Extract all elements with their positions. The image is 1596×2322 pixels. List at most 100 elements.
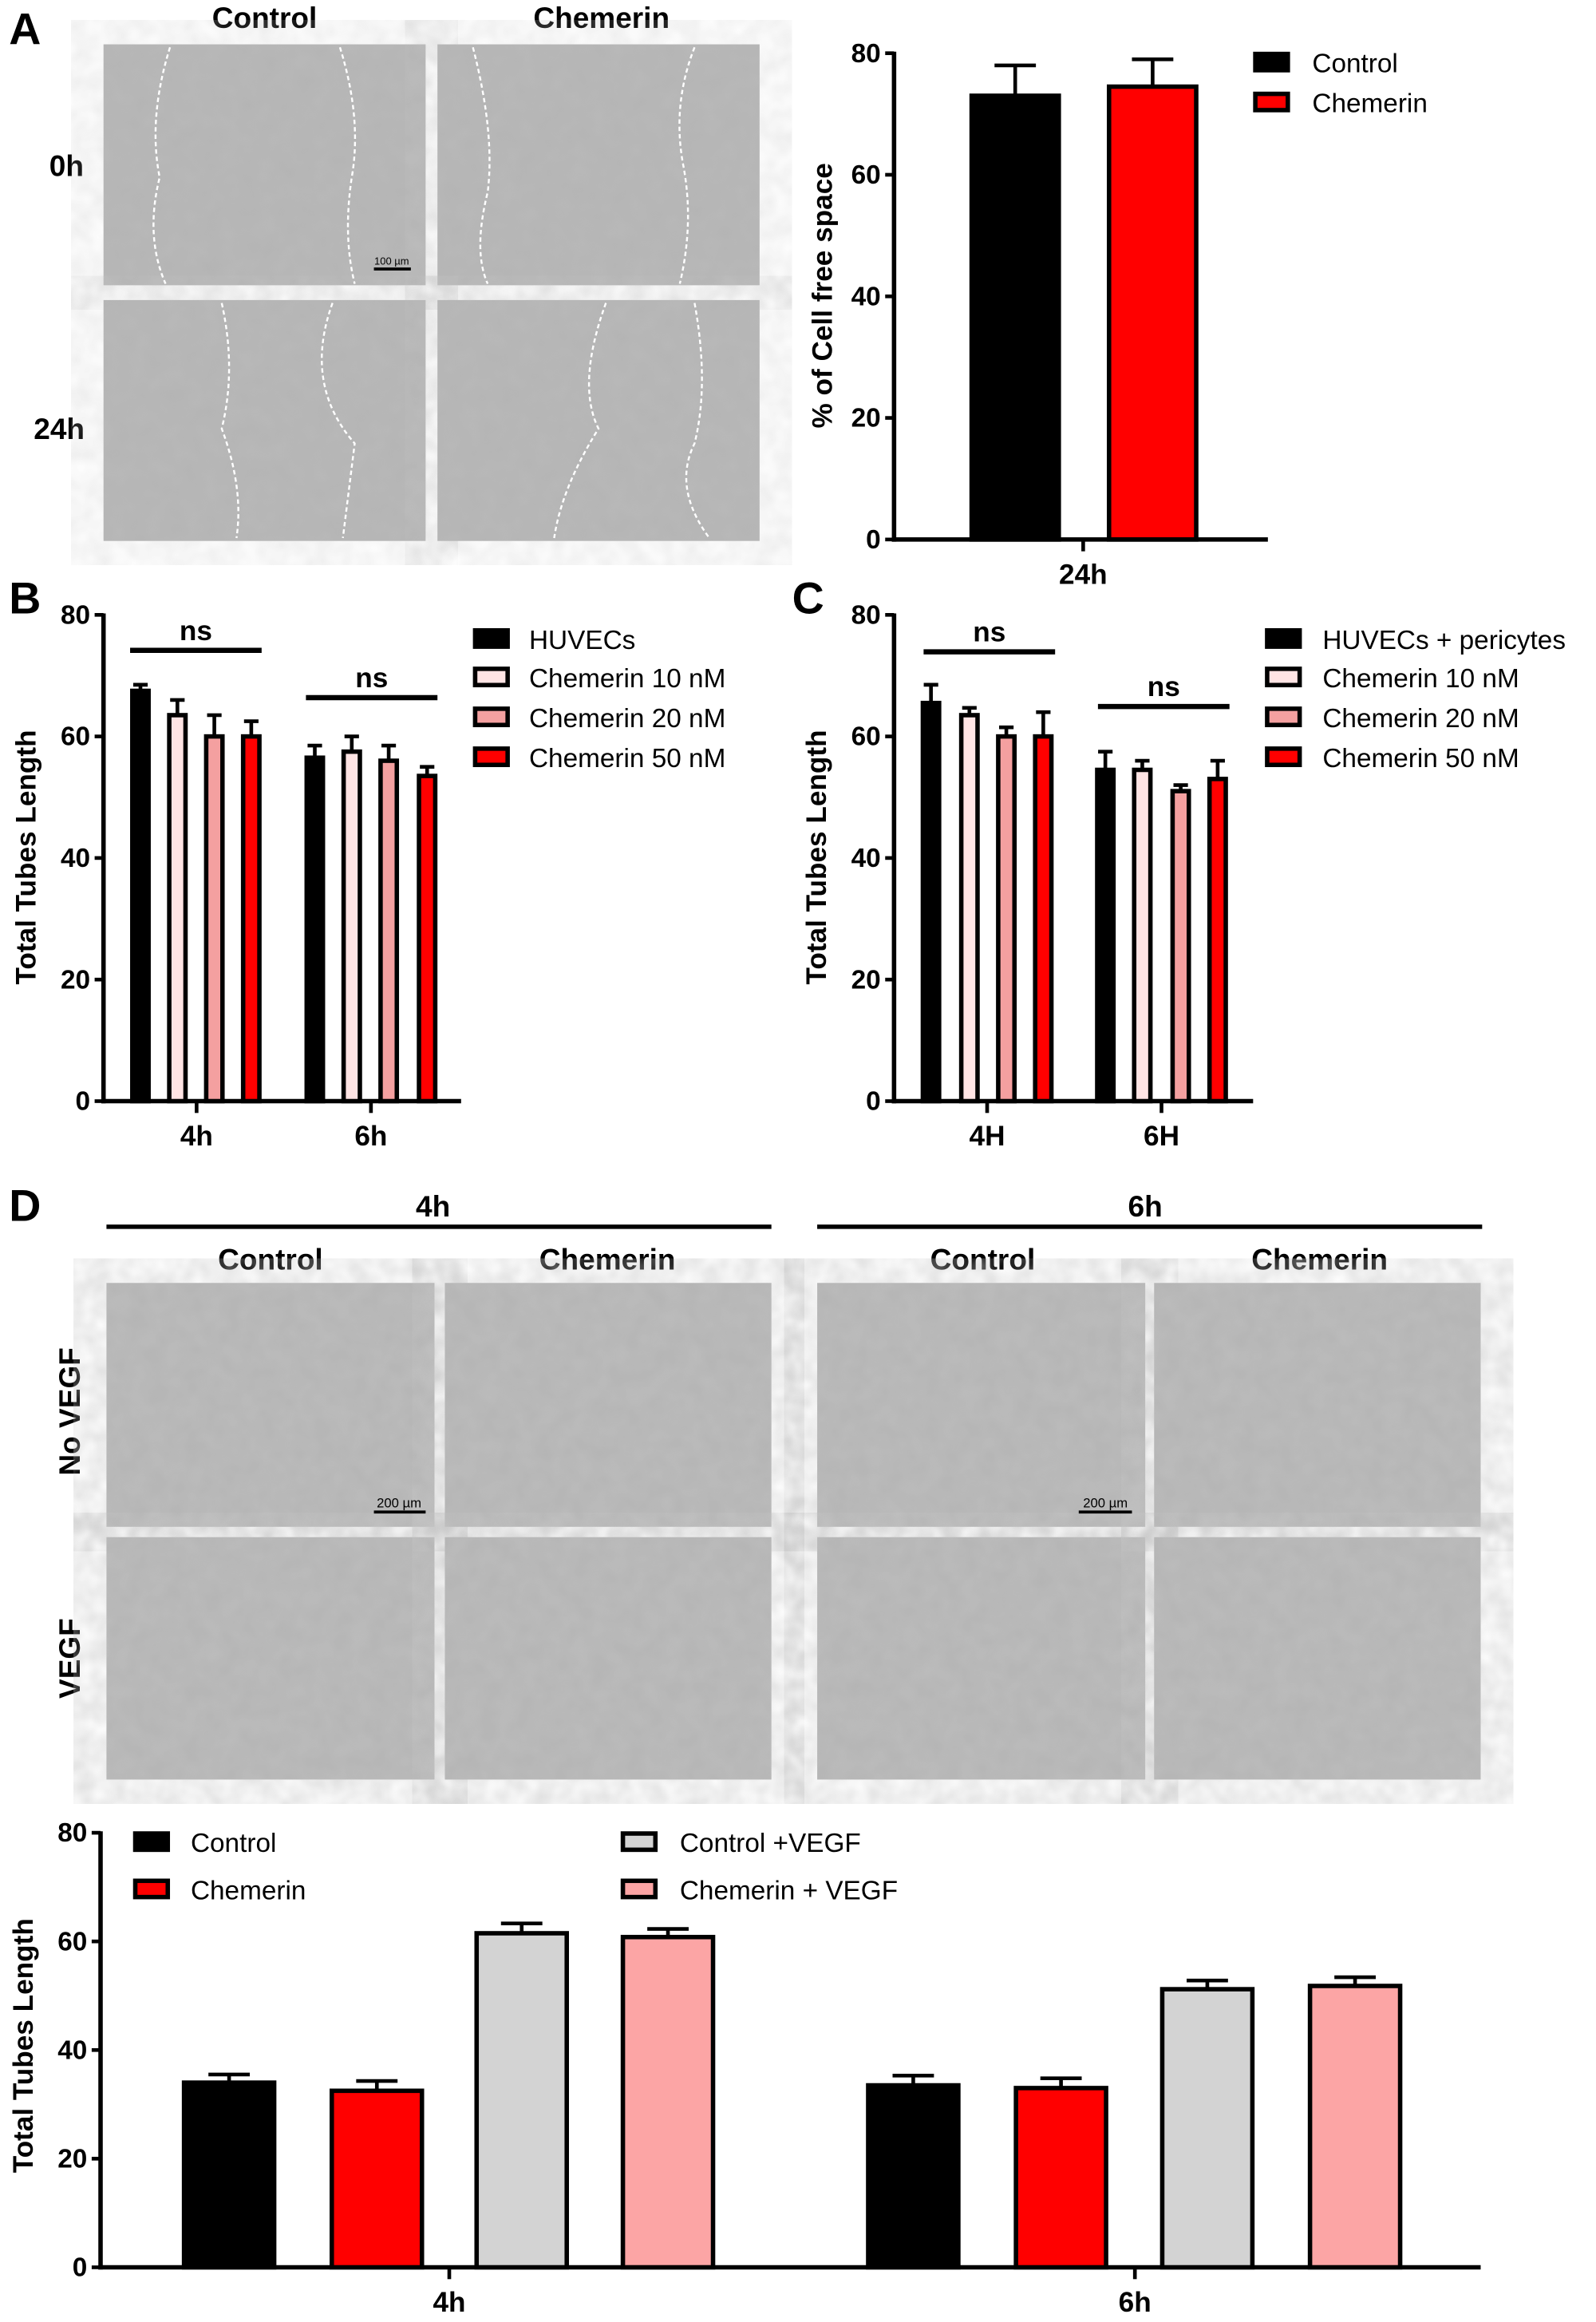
legend-swatch — [472, 627, 510, 649]
legend-swatch — [132, 1831, 171, 1853]
d-scale-bar-label: 200 µm — [377, 1496, 421, 1511]
legend-label: HUVECs — [529, 626, 635, 655]
d-row-label-vegf: VEGF — [53, 1618, 86, 1699]
wound-edge-line — [152, 46, 172, 285]
legend-swatch — [620, 1878, 658, 1900]
bar-huvecs — [304, 755, 326, 1104]
y-tick-label: 40 — [851, 282, 881, 311]
x-tick-label: 4H — [970, 1121, 1005, 1152]
y-tick-label: 60 — [851, 722, 881, 752]
y-tick-label: 60 — [851, 160, 881, 190]
panel-label-a: A — [9, 5, 41, 54]
x-tick-label: 6h — [1119, 2287, 1152, 2318]
legend-swatch — [472, 706, 510, 728]
y-tick-label: 20 — [851, 965, 881, 995]
bar-chemerin-20-nm — [378, 758, 400, 1104]
legend-swatch — [472, 667, 510, 688]
a-row-label-0h: 0h — [49, 148, 84, 182]
legend-swatch — [1265, 667, 1302, 688]
wound-micrograph-texture — [437, 44, 760, 286]
y-tick-label: 40 — [57, 2035, 87, 2065]
tube-formation-micrograph-texture — [1154, 1283, 1481, 1527]
bar-control-vegf — [474, 1931, 569, 2270]
chart-c: 0 20 40 60 80 Total Tubes Length 4H 6H HUVECs + … — [801, 600, 1566, 1152]
bar-chemerin — [1013, 2086, 1108, 2270]
tube-formation-micrograph-texture — [817, 1537, 1146, 1780]
legend-label: Chemerin 10 nM — [1322, 664, 1519, 694]
wound-edge-line — [321, 303, 356, 539]
panel-label-b: B — [9, 573, 41, 623]
y-tick-label: 80 — [851, 39, 881, 69]
bar-chemerin-20-nm — [996, 734, 1017, 1104]
panel-label-c: C — [792, 573, 824, 623]
wound-micrograph-texture — [437, 299, 760, 541]
legend-label: Chemerin 20 nM — [1322, 704, 1519, 734]
bar-control — [969, 93, 1061, 542]
y-tick-label: 80 — [851, 600, 881, 630]
legend-swatch — [1265, 706, 1302, 728]
y-tick-label: 40 — [851, 844, 881, 873]
wound-edge-line — [553, 303, 607, 539]
legend-label: HUVECs + pericytes — [1322, 626, 1566, 655]
panel-label-d: D — [9, 1181, 41, 1230]
legend-swatch — [1253, 51, 1290, 73]
x-tick-label: 6H — [1144, 1121, 1179, 1152]
chart-b: 0 20 40 60 80 Total Tubes Length 4h 6h HUVECs Che… — [11, 600, 726, 1152]
bar-chemerin-10-nm — [167, 713, 188, 1104]
legend-swatch — [132, 1878, 171, 1900]
significance-label: ns — [180, 615, 212, 647]
wound-micrograph-texture — [103, 44, 426, 286]
wound-edge-line — [678, 46, 696, 284]
tube-formation-micrograph-texture — [444, 1537, 772, 1780]
bar-chemerin-10-nm — [958, 713, 980, 1104]
legend-swatch — [620, 1831, 658, 1853]
bar-chemerin-vegf — [1307, 1984, 1403, 2270]
legend-label: Chemerin 50 nM — [529, 744, 725, 773]
d-time-header-4h: 4h — [416, 1189, 450, 1223]
y-axis-label: % of Cell free space — [808, 163, 839, 428]
bar-chemerin-10-nm — [341, 749, 362, 1104]
legend-label: Chemerin 50 nM — [1322, 744, 1519, 773]
legend-swatch — [1265, 746, 1302, 768]
d-row-label-no-vegf: No VEGF — [53, 1347, 86, 1475]
bar-control — [181, 2080, 277, 2270]
tube-formation-micrograph-texture — [106, 1537, 435, 1780]
y-tick-label: 60 — [61, 722, 90, 752]
legend-swatch — [472, 746, 510, 768]
significance-label: ns — [973, 617, 1005, 648]
bar-control-vegf — [1159, 1987, 1255, 2270]
a-row-label-24h: 24h — [34, 412, 85, 445]
x-tick-label: 6h — [354, 1121, 387, 1152]
y-tick-label: 0 — [73, 2253, 88, 2283]
a-col-header-chemerin: Chemerin — [533, 1, 670, 34]
d-time-header-6h: 6h — [1128, 1189, 1163, 1223]
significance-label: ns — [1148, 671, 1180, 702]
tube-formation-micrograph-texture — [817, 1283, 1146, 1527]
bar-chemerin-10-nm — [1132, 767, 1153, 1104]
legend-label: Chemerin + VEGF — [680, 1876, 898, 1905]
x-tick-label: 4h — [180, 1121, 213, 1152]
a-col-header-control: Control — [212, 1, 318, 34]
y-axis-label: Total Tubes Length — [11, 730, 42, 984]
y-tick-label: 20 — [57, 2144, 87, 2174]
legend-label: Chemerin 10 nM — [529, 664, 725, 694]
legend-label: Control — [1312, 49, 1397, 79]
tube-formation-micrograph-texture — [1154, 1537, 1481, 1780]
legend-label: Chemerin 20 nM — [529, 704, 725, 734]
y-axis-label: Total Tubes Length — [801, 730, 832, 984]
chart-a: 0 20 40 60 80 % of Cell free space 24h Control C… — [808, 39, 1428, 591]
bar-chemerin-50-nm — [417, 773, 438, 1104]
legend-label: Control +VEGF — [680, 1829, 861, 1858]
significance-label: ns — [355, 663, 388, 694]
legend-label: Chemerin — [1312, 89, 1427, 119]
d-col-header: Control — [218, 1243, 323, 1276]
bar-chemerin-50-nm — [1207, 777, 1228, 1104]
bar-huvecs-pericytes — [920, 700, 942, 1104]
bar-chemerin-vegf — [620, 1934, 716, 2270]
bar-control — [866, 2083, 961, 2270]
y-tick-label: 20 — [851, 404, 881, 433]
chart-d: 0 20 40 60 80 Total Tubes Length 4h 6h Control Ch… — [8, 1818, 1481, 2318]
wound-micrograph-texture — [103, 299, 426, 541]
tube-formation-micrograph-texture — [444, 1283, 772, 1527]
bar-chemerin-50-nm — [240, 734, 262, 1104]
